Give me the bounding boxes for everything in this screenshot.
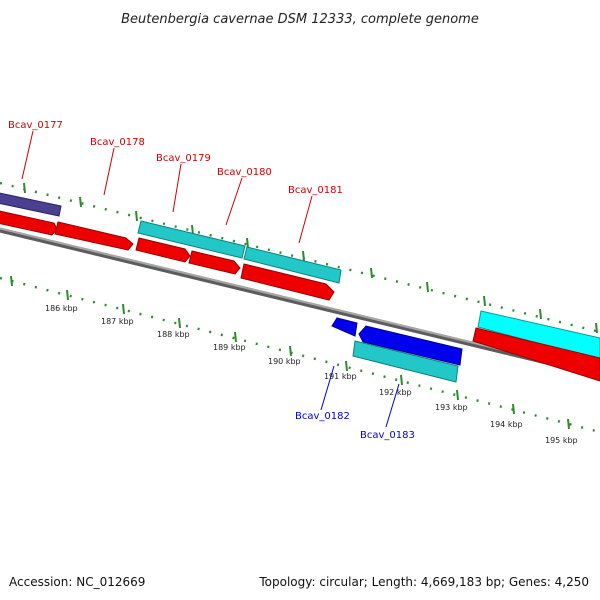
tick-label-187: 187 kbp — [101, 317, 134, 326]
cds-purple-0177 — [0, 192, 62, 217]
tick-label-191: 191 kbp — [324, 372, 357, 381]
leader-0180 — [225, 177, 243, 226]
major-tick-mark — [426, 281, 429, 293]
gene-label-0179: Bcav_0179 — [156, 153, 211, 164]
major-tick-mark — [79, 196, 82, 208]
tick-label-190: 190 kbp — [268, 357, 301, 366]
major-ticks — [10, 182, 598, 430]
major-tick-mark — [135, 210, 138, 222]
gene-label-0180: Bcav_0180 — [217, 167, 272, 178]
major-tick-mark — [595, 322, 598, 334]
lower-tick-track — [0, 276, 600, 434]
cds-red-0177 — [0, 210, 58, 236]
cds-red-right — [472, 327, 600, 382]
major-tick-mark — [23, 182, 26, 194]
gene-labels: Bcav_0177 Bcav_0178 Bcav_0179 Bcav_0180 … — [8, 120, 415, 441]
major-tick-mark — [10, 275, 13, 287]
map-title: Beutenbergia cavernae DSM 12333, complet… — [121, 12, 479, 27]
major-tick-mark — [400, 374, 403, 386]
cds-bright-cyan-right — [477, 310, 600, 361]
major-tick-mark — [246, 237, 249, 249]
accession-text: Accession: NC_012669 — [9, 575, 145, 589]
major-tick-mark — [567, 418, 570, 430]
upper-tick-track — [0, 181, 600, 334]
gene-features — [0, 192, 600, 383]
cds-cyan-0183 — [352, 340, 459, 383]
leader-0182 — [320, 365, 335, 411]
major-tick-mark — [512, 403, 515, 415]
cds-red-0179 — [135, 237, 191, 263]
genome-summary-text: Topology: circular; Length: 4,669,183 bp… — [258, 575, 589, 589]
gene-label-0181: Bcav_0181 — [288, 185, 343, 196]
label-leaders — [21, 130, 400, 428]
leader-0178 — [103, 147, 115, 196]
tick-label-189: 189 kbp — [213, 343, 246, 352]
major-tick-mark — [122, 303, 125, 315]
leader-0181 — [298, 195, 313, 244]
major-tick-mark — [539, 308, 542, 320]
cds-red-0181 — [240, 263, 335, 301]
gene-label-0183: Bcav_0183 — [360, 430, 415, 441]
cds-cyan-0179 — [137, 220, 246, 259]
tick-label-188: 188 kbp — [157, 330, 190, 339]
backbone-shadow — [0, 227, 600, 378]
major-tick-mark — [66, 289, 69, 301]
tick-label-192: 192 kbp — [379, 388, 412, 397]
major-tick-mark — [345, 360, 348, 372]
major-tick-mark — [234, 331, 237, 343]
leader-0179 — [172, 163, 182, 213]
major-tick-mark — [370, 267, 373, 279]
tick-label-195: 195 kbp — [545, 436, 578, 445]
coordinate-labels: 186 kbp 187 kbp 188 kbp 189 kbp 190 kbp … — [45, 304, 578, 445]
major-tick-mark — [483, 295, 486, 307]
leader-0177 — [21, 130, 34, 180]
tick-label-186: 186 kbp — [45, 304, 78, 313]
tick-label-193: 193 kbp — [435, 403, 468, 412]
gene-label-0182: Bcav_0182 — [295, 411, 350, 422]
cds-red-0180 — [188, 250, 241, 275]
cds-cyan-0181 — [243, 246, 342, 284]
gene-label-0177: Bcav_0177 — [8, 120, 63, 131]
major-tick-mark — [289, 345, 292, 357]
major-tick-mark — [302, 250, 305, 262]
major-tick-mark — [456, 389, 459, 401]
tick-label-194: 194 kbp — [490, 420, 523, 429]
leader-0183 — [385, 383, 400, 428]
cds-red-0178 — [54, 221, 134, 251]
cds-blue-0183 — [358, 325, 463, 366]
gene-label-0178: Bcav_0178 — [90, 137, 145, 148]
cds-blue-0182 — [331, 317, 358, 337]
major-tick-mark — [178, 317, 181, 329]
